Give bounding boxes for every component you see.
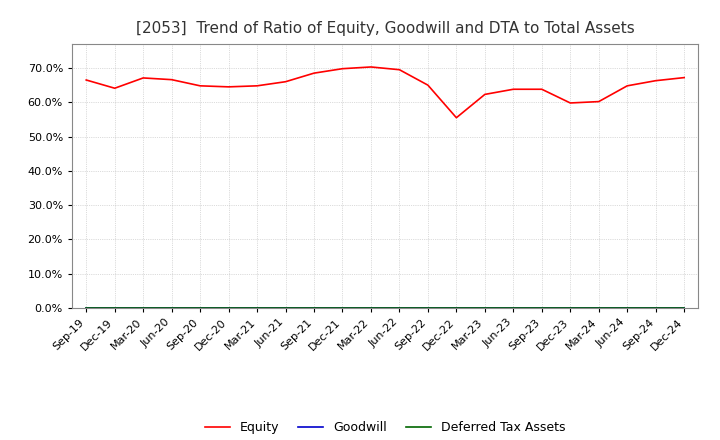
Equity xyxy=(423,83,432,88)
Deferred Tax Assets xyxy=(82,305,91,311)
Deferred Tax Assets xyxy=(253,305,261,311)
Goodwill xyxy=(395,305,404,311)
Deferred Tax Assets xyxy=(395,305,404,311)
Goodwill xyxy=(680,305,688,311)
Goodwill xyxy=(652,305,660,311)
Deferred Tax Assets xyxy=(139,305,148,311)
Deferred Tax Assets xyxy=(423,305,432,311)
Goodwill xyxy=(253,305,261,311)
Goodwill xyxy=(566,305,575,311)
Goodwill xyxy=(452,305,461,311)
Equity xyxy=(680,75,688,80)
Deferred Tax Assets xyxy=(652,305,660,311)
Deferred Tax Assets xyxy=(595,305,603,311)
Goodwill xyxy=(595,305,603,311)
Goodwill xyxy=(196,305,204,311)
Deferred Tax Assets xyxy=(537,305,546,311)
Deferred Tax Assets xyxy=(338,305,347,311)
Equity xyxy=(537,87,546,92)
Deferred Tax Assets xyxy=(566,305,575,311)
Goodwill xyxy=(509,305,518,311)
Deferred Tax Assets xyxy=(282,305,290,311)
Deferred Tax Assets xyxy=(310,305,318,311)
Equity xyxy=(139,75,148,81)
Goodwill xyxy=(310,305,318,311)
Deferred Tax Assets xyxy=(623,305,631,311)
Line: Equity: Equity xyxy=(86,67,684,118)
Goodwill xyxy=(110,305,119,311)
Deferred Tax Assets xyxy=(480,305,489,311)
Goodwill xyxy=(537,305,546,311)
Equity xyxy=(196,83,204,88)
Goodwill xyxy=(139,305,148,311)
Equity xyxy=(652,78,660,83)
Goodwill xyxy=(366,305,375,311)
Equity xyxy=(310,70,318,76)
Goodwill xyxy=(167,305,176,311)
Equity xyxy=(82,77,91,83)
Deferred Tax Assets xyxy=(509,305,518,311)
Title: [2053]  Trend of Ratio of Equity, Goodwill and DTA to Total Assets: [2053] Trend of Ratio of Equity, Goodwil… xyxy=(136,21,634,36)
Equity xyxy=(623,83,631,88)
Equity xyxy=(282,79,290,84)
Deferred Tax Assets xyxy=(366,305,375,311)
Equity xyxy=(509,87,518,92)
Equity xyxy=(253,83,261,88)
Equity xyxy=(110,86,119,91)
Deferred Tax Assets xyxy=(167,305,176,311)
Goodwill xyxy=(338,305,347,311)
Goodwill xyxy=(225,305,233,311)
Deferred Tax Assets xyxy=(110,305,119,311)
Goodwill xyxy=(623,305,631,311)
Deferred Tax Assets xyxy=(452,305,461,311)
Equity xyxy=(595,99,603,104)
Goodwill xyxy=(480,305,489,311)
Deferred Tax Assets xyxy=(196,305,204,311)
Equity xyxy=(480,92,489,97)
Legend: Equity, Goodwill, Deferred Tax Assets: Equity, Goodwill, Deferred Tax Assets xyxy=(200,416,570,439)
Goodwill xyxy=(282,305,290,311)
Equity xyxy=(167,77,176,82)
Equity xyxy=(366,64,375,70)
Deferred Tax Assets xyxy=(225,305,233,311)
Deferred Tax Assets xyxy=(680,305,688,311)
Equity xyxy=(452,115,461,121)
Goodwill xyxy=(423,305,432,311)
Equity xyxy=(395,67,404,72)
Equity xyxy=(338,66,347,71)
Equity xyxy=(225,84,233,89)
Goodwill xyxy=(82,305,91,311)
Equity xyxy=(566,100,575,106)
